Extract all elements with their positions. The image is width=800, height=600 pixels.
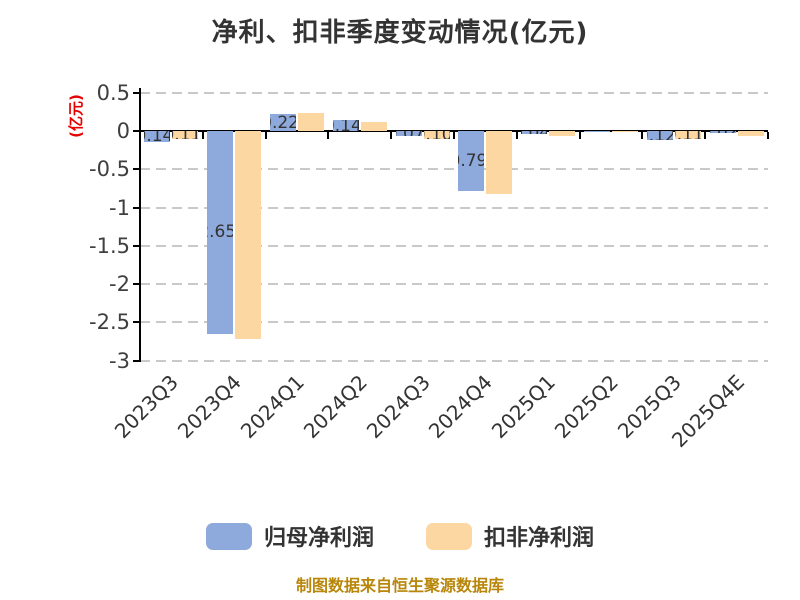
bar-扣非净利润-2024Q3 [423, 131, 450, 139]
bar-扣非净利润-2023Q3 [172, 131, 199, 140]
data-source-note: 制图数据来自恒生聚源数据库 [295, 576, 504, 595]
legend-item-net-profit: 归母净利润 [205, 520, 374, 552]
bar-扣非净利润-2024Q2 [360, 121, 387, 131]
bar-扣非净利润-2025Q4E [737, 131, 764, 136]
y-tick-label: -1.5 [89, 233, 130, 258]
legend-swatch-blue [205, 522, 252, 550]
grid-line [140, 321, 768, 324]
bar-value-label: -0.79 [458, 151, 485, 172]
zero-baseline [140, 130, 768, 132]
y-axis-tick [133, 206, 140, 209]
x-axis-tick [390, 132, 393, 139]
bar-归母净利润-2025Q2 [584, 131, 610, 132]
y-axis-tick [133, 91, 140, 94]
bar-归母净利润-2023Q3 [144, 131, 171, 142]
y-tick-label: 0.5 [96, 80, 130, 105]
bar-扣非净利润-2025Q2 [612, 131, 638, 132]
bar-归母净利润-2025Q4E [709, 131, 736, 133]
bar-扣非净利润-2024Q4 [486, 131, 513, 194]
x-axis-tick [641, 132, 644, 139]
bar-归母净利润-2024Q4 [458, 131, 485, 192]
bar-value-label: -0.10 [424, 131, 450, 139]
x-axis-tick [578, 132, 581, 139]
bar-归母净利润-2024Q1 [270, 114, 296, 131]
y-tick-label: -3 [109, 348, 130, 373]
bar-value-label: -0.04 [521, 131, 547, 134]
grid-line [140, 359, 768, 362]
y-tick-label: -2.5 [89, 310, 130, 335]
bar-归母净利润-2024Q3 [395, 131, 422, 137]
x-axis-tick [453, 132, 455, 139]
bar-value-label: -2.65 [207, 222, 234, 243]
bar-value-label: 0.22 [270, 114, 296, 131]
legend: 归母净利润 扣非净利润 [0, 520, 800, 552]
bar-归母净利润-2023Q4 [207, 131, 234, 334]
y-axis-line [139, 88, 141, 362]
bar-扣非净利润-2023Q4 [235, 131, 262, 340]
x-axis-tick [767, 132, 769, 139]
x-axis-tick [201, 132, 204, 139]
x-axis-tick [515, 132, 518, 139]
bar-归母净利润-2024Q2 [332, 120, 359, 131]
bar-归母净利润-2025Q1 [521, 131, 548, 135]
grid-line [140, 206, 768, 209]
bar-value-label: -0.11 [172, 131, 198, 139]
bar-value-label: -0.02 [710, 131, 736, 133]
grid-line [140, 91, 768, 94]
y-tick-label: -0.5 [89, 157, 130, 182]
legend-item-non-gaap-profit: 扣非净利润 [426, 520, 594, 552]
y-axis-tick [133, 244, 140, 247]
bar-value-label: 0.14 [333, 120, 359, 131]
bar-value-label: -0.12 [647, 131, 673, 140]
bar-value-label: -0.07 [396, 131, 422, 136]
grid-line [140, 283, 768, 285]
y-axis-tick [133, 359, 140, 362]
y-tick-label: -2 [109, 272, 130, 296]
legend-label: 归母净利润 [263, 526, 374, 551]
bar-扣非净利润-2024Q1 [298, 112, 324, 131]
bar-value-label: -0.14 [144, 131, 171, 142]
bar-归母净利润-2025Q3 [646, 131, 673, 141]
chart-title: 净利、扣非季度变动情况(亿元) [211, 18, 589, 48]
y-tick-label: 0 [116, 119, 130, 143]
grid-line [140, 244, 768, 247]
x-axis-tick [327, 132, 330, 139]
x-axis-tick [139, 132, 141, 139]
legend-swatch-orange [426, 522, 472, 550]
legend-label: 扣非净利润 [484, 526, 595, 551]
bar-扣非净利润-2025Q3 [674, 131, 701, 140]
y-axis-tick [133, 283, 140, 285]
grid-line [140, 168, 768, 171]
x-axis-tick [704, 132, 707, 139]
y-axis-tick [133, 321, 140, 324]
bar-value-label: -0.11 [675, 131, 701, 139]
bar-扣非净利润-2025Q1 [549, 131, 576, 136]
x-axis-tick [264, 132, 267, 139]
y-tick-label: -1 [109, 195, 130, 220]
y-axis-tick [133, 168, 140, 171]
y-axis-tick [133, 130, 140, 132]
